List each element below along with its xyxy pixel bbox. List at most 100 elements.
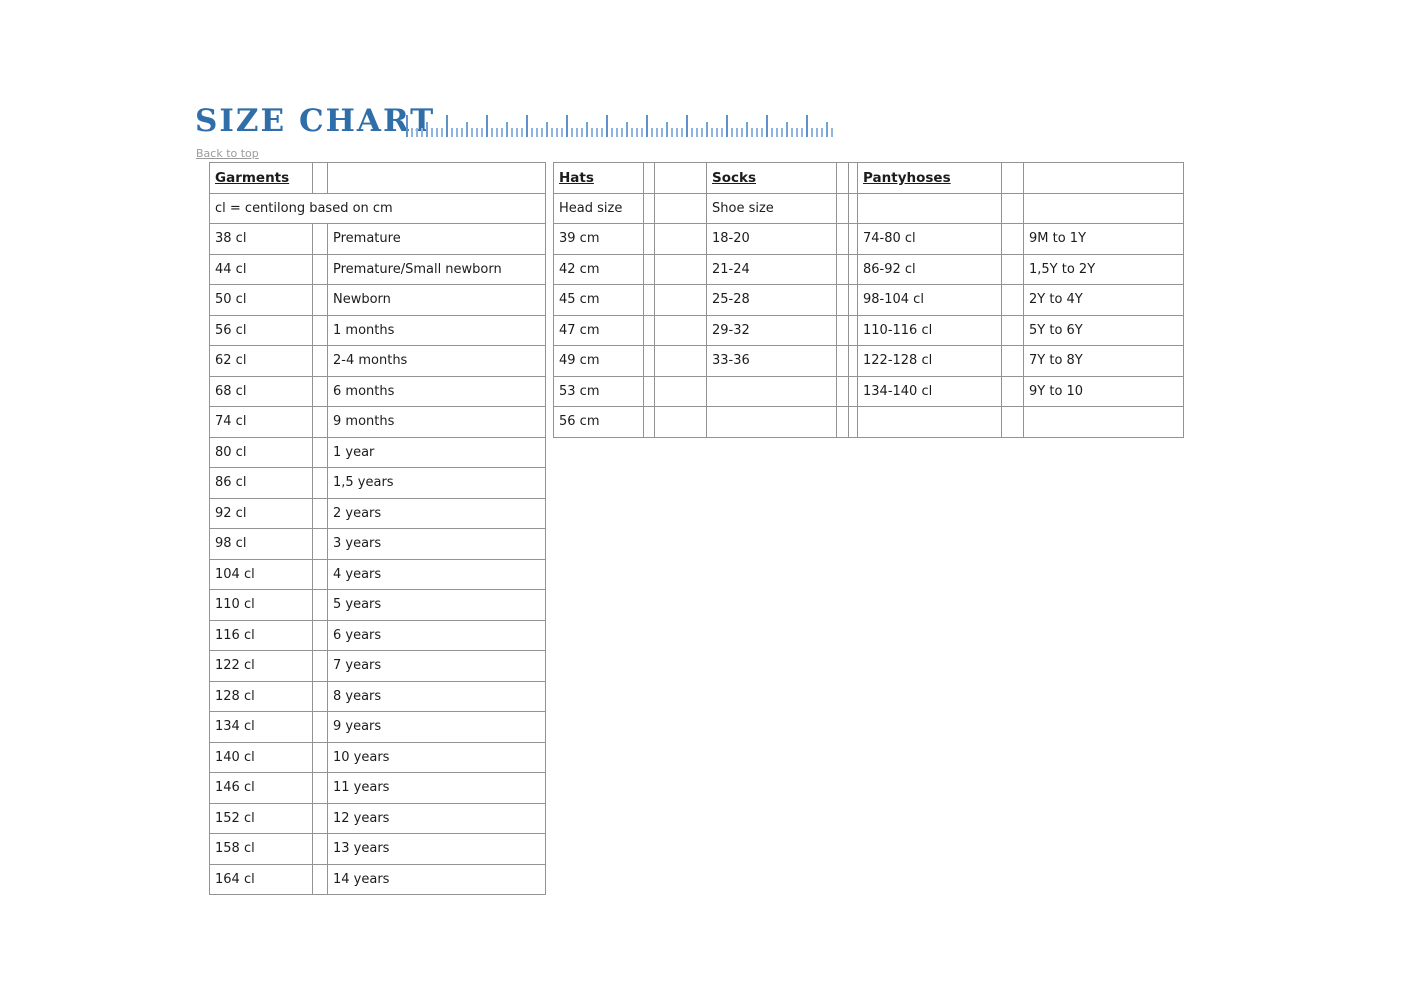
hats-size-cell: 56 cm xyxy=(553,406,644,438)
garments-age-cell: 11 years xyxy=(327,772,546,804)
garments-size-cell: 152 cl xyxy=(209,802,313,834)
spacer-cell xyxy=(312,711,328,743)
garments-row: 122 cl 7 years xyxy=(209,650,546,682)
garments-row: 146 cl 11 years xyxy=(209,772,546,804)
ruler-tick xyxy=(571,128,573,137)
ruler-tick xyxy=(576,128,578,137)
ruler-tick xyxy=(546,122,548,137)
accessories-header-row: Hats Socks Pantyhoses xyxy=(553,162,1184,194)
accessories-row: 53 cm 134-140 cl 9Y to 10 xyxy=(553,375,1184,407)
garments-size-cell: 56 cl xyxy=(209,314,313,346)
accessories-row: 39 cm 18-20 74-80 cl 9M to 1Y xyxy=(553,223,1184,255)
pantyhoses-size-cell: 86-92 cl xyxy=(857,253,1002,285)
garments-row: 80 cl 1 year xyxy=(209,436,546,468)
ruler-tick xyxy=(726,115,728,137)
ruler-tick xyxy=(586,122,588,137)
garments-age-cell: 2-4 months xyxy=(327,345,546,377)
pantyhoses-age-cell xyxy=(1023,406,1184,438)
garments-size-cell: 50 cl xyxy=(209,284,313,316)
ruler-tick xyxy=(646,115,648,137)
garments-age-cell: 2 years xyxy=(327,497,546,529)
garments-header-row: Garments xyxy=(209,162,546,194)
ruler-tick xyxy=(636,128,638,137)
spacer-cell xyxy=(836,345,849,377)
page-title: SIZE CHART xyxy=(195,103,436,139)
hats-size-cell: 42 cm xyxy=(553,253,644,285)
pantyhoses-size-cell xyxy=(857,406,1002,438)
garments-note-row: cl = centilong based on cm xyxy=(209,192,546,224)
garments-size-cell: 134 cl xyxy=(209,711,313,743)
spacer-cell xyxy=(643,375,655,407)
spacer-cell xyxy=(312,528,328,560)
garments-age-cell: 10 years xyxy=(327,741,546,773)
ruler-tick xyxy=(566,115,568,137)
head-size-label-cell: Head size xyxy=(553,192,644,224)
ruler-tick xyxy=(821,128,823,137)
garments-age-cell: 7 years xyxy=(327,650,546,682)
ruler-tick xyxy=(716,128,718,137)
ruler-tick xyxy=(606,115,608,137)
garments-size-cell: 110 cl xyxy=(209,589,313,621)
garments-size-cell: 74 cl xyxy=(209,406,313,438)
pantyhoses-age-cell: 5Y to 6Y xyxy=(1023,314,1184,346)
ruler-tick xyxy=(486,115,488,137)
ruler-tick xyxy=(441,128,443,137)
spacer-cell xyxy=(312,863,328,895)
pantyhoses-size-cell: 98-104 cl xyxy=(857,284,1002,316)
socks-header-cell: Socks xyxy=(706,162,837,194)
ruler-tick xyxy=(711,128,713,137)
ruler-tick xyxy=(421,128,423,137)
ruler-tick xyxy=(786,122,788,137)
spacer-cell xyxy=(643,223,655,255)
garments-age-cell: 6 months xyxy=(327,375,546,407)
spacer-cell xyxy=(312,619,328,651)
empty-cell xyxy=(1023,162,1184,194)
ruler-tick xyxy=(631,128,633,137)
ruler-tick xyxy=(671,128,673,137)
gap-cell xyxy=(654,223,707,255)
spacer-cell xyxy=(1001,314,1024,346)
garments-size-cell: 146 cl xyxy=(209,772,313,804)
shoe-size-label-cell: Shoe size xyxy=(706,192,837,224)
accessories-row: 45 cm 25-28 98-104 cl 2Y to 4Y xyxy=(553,284,1184,316)
spacer-cell xyxy=(312,741,328,773)
ruler-tick xyxy=(416,128,418,137)
ruler-icon xyxy=(406,113,836,137)
pantyhoses-age-cell: 2Y to 4Y xyxy=(1023,284,1184,316)
spacer-cell xyxy=(836,223,849,255)
garments-size-cell: 128 cl xyxy=(209,680,313,712)
ruler-tick xyxy=(551,128,553,137)
empty-cell xyxy=(1023,192,1184,224)
pantyhoses-size-cell: 122-128 cl xyxy=(857,345,1002,377)
ruler-tick xyxy=(476,128,478,137)
gap-cell xyxy=(654,253,707,285)
pantyhoses-age-cell: 7Y to 8Y xyxy=(1023,345,1184,377)
spacer-cell xyxy=(643,284,655,316)
spacer-cell xyxy=(312,497,328,529)
spacer-cell xyxy=(312,253,328,285)
spacer-cell xyxy=(312,589,328,621)
spacer-cell xyxy=(643,406,655,438)
gap-cell xyxy=(654,284,707,316)
ruler-tick xyxy=(581,128,583,137)
socks-size-cell: 18-20 xyxy=(706,223,837,255)
pantyhoses-age-cell: 1,5Y to 2Y xyxy=(1023,253,1184,285)
ruler-tick xyxy=(411,128,413,137)
ruler-tick xyxy=(816,128,818,137)
ruler-tick xyxy=(651,128,653,137)
garments-size-cell: 38 cl xyxy=(209,223,313,255)
garments-row: 86 cl 1,5 years xyxy=(209,467,546,499)
gap-cell xyxy=(848,223,858,255)
gap-cell xyxy=(848,162,858,194)
garments-age-cell: 14 years xyxy=(327,863,546,895)
ruler-tick xyxy=(471,128,473,137)
hats-header-cell: Hats xyxy=(553,162,644,194)
back-to-top-link[interactable]: Back to top xyxy=(196,147,259,160)
garments-age-cell: 8 years xyxy=(327,680,546,712)
ruler-tick xyxy=(771,128,773,137)
spacer-cell xyxy=(1001,345,1024,377)
garments-size-cell: 62 cl xyxy=(209,345,313,377)
ruler-tick xyxy=(451,128,453,137)
hats-size-cell: 53 cm xyxy=(553,375,644,407)
empty-cell xyxy=(327,162,546,194)
